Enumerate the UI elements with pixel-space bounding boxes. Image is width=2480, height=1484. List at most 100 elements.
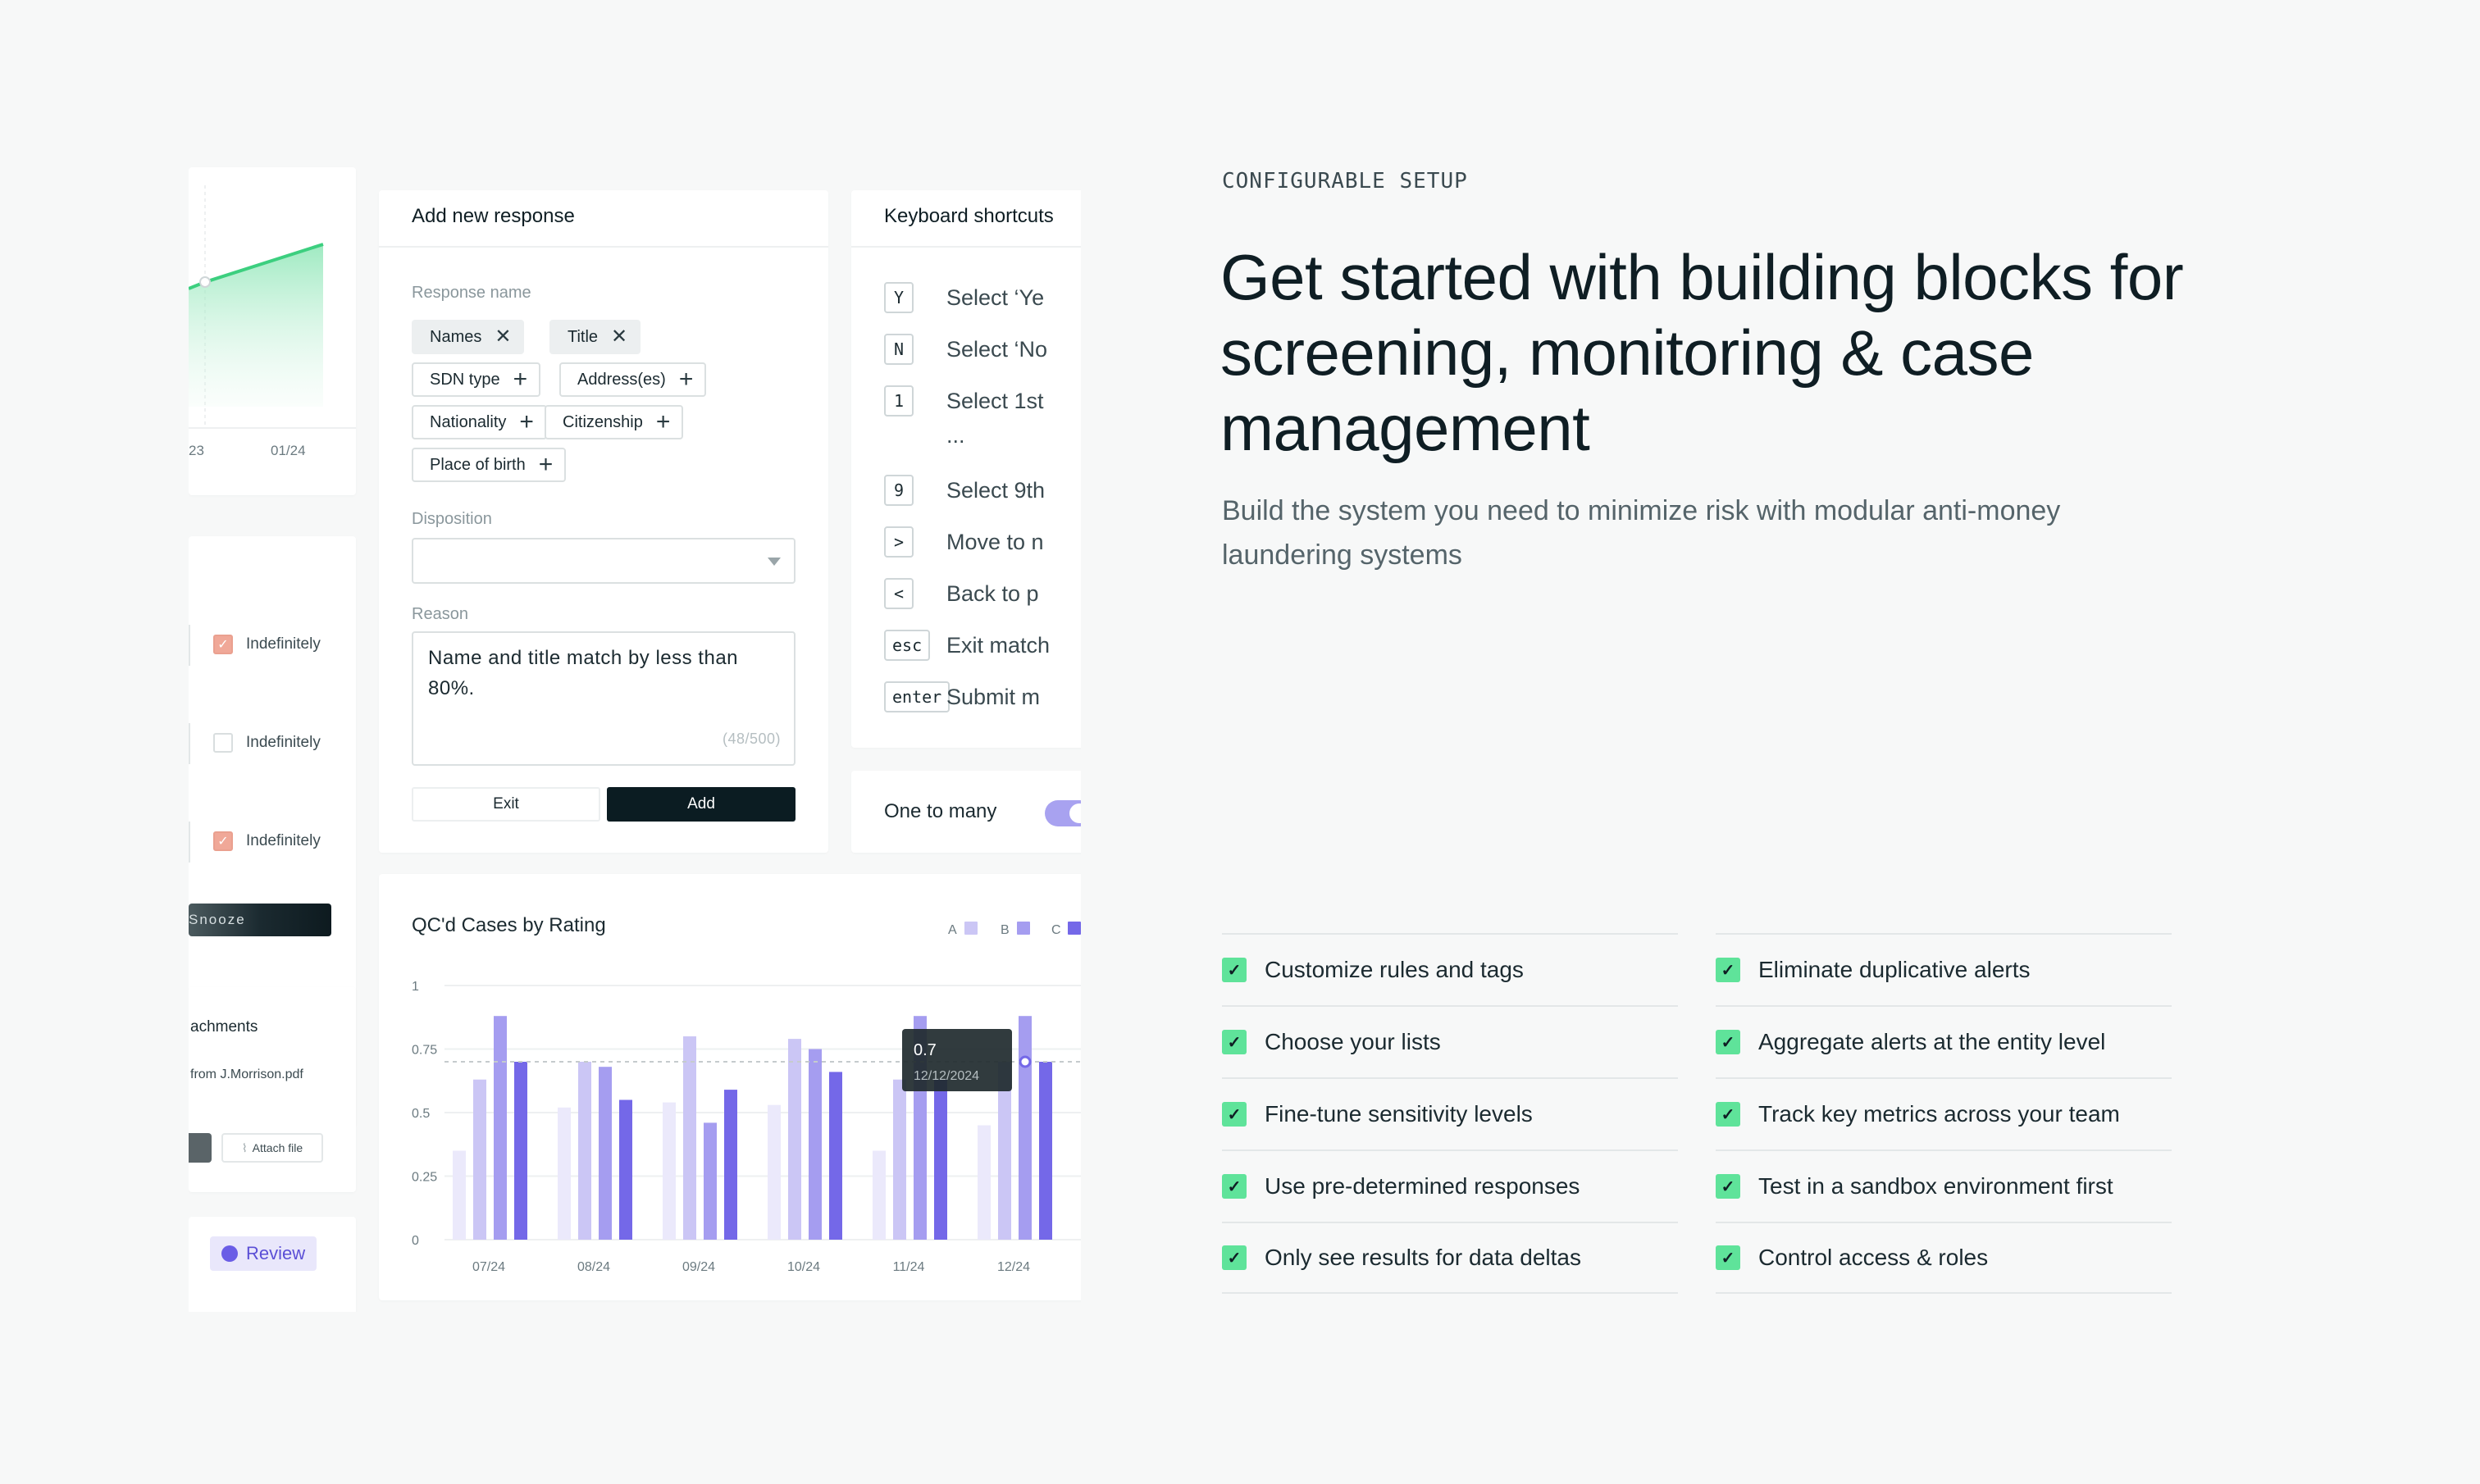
snooze-button[interactable]: Snooze [189,904,331,936]
tag-chip-sdn-type[interactable]: SDN type + [412,362,541,397]
section-eyebrow: CONFIGURABLE SETUP [1222,169,1468,193]
chart-bar [788,1039,801,1240]
feature-item: ✓ Choose your lists [1222,1005,1678,1077]
tag-label: Place of birth [430,455,526,474]
feature-label: Customize rules and tags [1265,957,1524,982]
check-icon: ✓ [1222,1102,1247,1127]
shortcut-ellipsis: ... [946,423,965,448]
attachment-thumb [189,1133,212,1163]
close-icon[interactable]: ✕ [495,325,512,348]
shortcut-desc: Select ‘Ye [946,285,1045,310]
feature-item: ✓ Only see results for data deltas [1222,1222,1678,1294]
tag-chip-nationality[interactable]: Nationality + [412,405,547,439]
card-title: Add new response [412,205,575,227]
chart-bar [453,1150,466,1240]
chart-bar [1039,1062,1052,1240]
check-icon: ✓ [1716,1174,1740,1199]
tag-label: Nationality [430,412,507,431]
feature-label: Only see results for data deltas [1265,1245,1581,1270]
feature-label: Track key metrics across your team [1758,1101,2120,1127]
qc-cases-chart-card: QC'd Cases by Rating A B C 0 0.25 0.5 0.75 1 07/2… [379,874,1081,1300]
shortcut-desc: Move to n [946,530,1044,554]
plus-icon[interactable]: + [538,451,554,478]
tag-label: SDN type [430,370,500,389]
feature-label: Aggregate alerts at the entity level [1758,1029,2106,1054]
legend-label: A [948,923,957,937]
response-name-label: Response name [412,284,531,302]
add-button[interactable]: Add [607,787,796,822]
snooze-option-row[interactable]: Indefinitely [213,733,321,753]
attachment-file[interactable]: from J.Morrison.pdf [190,1067,303,1081]
y-tick-label: 0.25 [412,1171,437,1185]
divider [189,822,195,863]
mini-chart-tick: 23 [189,443,204,458]
x-tick-label: 07/24 [472,1260,505,1274]
tag-chip-addresses[interactable]: Address(es) + [559,362,707,397]
legend-swatch [1017,922,1030,935]
paperclip-icon: ⌇ [241,1140,248,1154]
one-to-many-toggle[interactable] [1045,800,1081,826]
chart-title: QC'd Cases by Rating [412,914,606,936]
mini-area-chart [189,185,356,429]
attach-file-button[interactable]: ⌇ Attach file [221,1133,323,1163]
checkbox-checked-icon[interactable]: ✓ [213,831,233,851]
check-icon: ✓ [1716,1030,1740,1054]
mini-chart-tick: 01/24 [271,443,306,458]
legend-label: C [1051,923,1061,937]
tag-chip-names[interactable]: Names ✕ [412,320,525,354]
disposition-select[interactable] [412,538,796,584]
check-icon: ✓ [1222,1245,1247,1270]
key-cap: esc [884,630,931,661]
chart-bar [1019,1016,1032,1240]
qc-cases-bar-chart: QC'd Cases by Rating A B C 0 0.25 0.5 0.75 1 07/2… [412,914,1081,1274]
reason-textarea[interactable]: Name and title match by less than 80%. (… [412,631,796,766]
review-badge[interactable]: Review [210,1236,317,1271]
plus-icon[interactable]: + [513,366,528,393]
snooze-option-row[interactable]: ✓ Indefinitely [213,635,321,654]
shortcut-desc: Back to p [946,581,1039,606]
chart-bar [494,1016,507,1240]
divider [189,723,195,764]
disposition-label: Disposition [412,510,492,528]
chart-bar [473,1079,486,1240]
shortcut-desc: Select 9th [946,478,1046,503]
tag-chip-title[interactable]: Title ✕ [549,320,641,354]
plus-icon[interactable]: + [655,408,671,435]
chart-bar [809,1049,822,1240]
page-title: Get started with building blocks for scr… [1220,241,2184,464]
check-icon: ✓ [1716,1102,1740,1127]
chart-bar [998,1062,1011,1240]
close-icon[interactable]: ✕ [611,325,628,348]
y-tick-label: 0.5 [412,1107,430,1121]
exit-button[interactable]: Exit [412,787,600,822]
key-cap: N [884,334,914,365]
tag-chip-place-of-birth[interactable]: Place of birth + [412,448,567,482]
y-tick-label: 0 [412,1234,419,1248]
plus-icon[interactable]: + [519,408,534,435]
key-cap: 1 [884,385,914,417]
plus-icon[interactable]: + [678,366,694,393]
checkbox-icon[interactable] [213,733,233,753]
feature-item: ✓ Aggregate alerts at the entity level [1716,1005,2172,1077]
x-tick-label: 08/24 [577,1260,610,1274]
tag-label: Address(es) [577,370,666,389]
y-tick-label: 0.75 [412,1044,437,1058]
tag-label: Title [568,327,599,346]
status-dot-icon [221,1245,238,1262]
toggle-label: One to many [884,800,997,822]
tag-chip-citizenship[interactable]: Citizenship + [545,405,684,439]
reason-text: Name and title match by less than 80%. [428,647,739,699]
product-collage: 23 01/24 ✓ Indefinitely Indefinitely ✓ I… [189,164,1081,1312]
snooze-option-label: Indefinitely [246,635,321,653]
feature-label: Control access & roles [1758,1245,1989,1270]
snooze-option-row[interactable]: ✓ Indefinitely [213,831,321,851]
attach-file-label: Attach file [252,1141,303,1154]
feature-item: ✓ Customize rules and tags [1222,933,1678,1005]
checkbox-checked-icon[interactable]: ✓ [213,635,233,654]
feature-label: Test in a sandbox environment first [1758,1173,2113,1199]
chart-bar [893,1079,906,1240]
reason-label: Reason [412,605,468,623]
review-card: Review [189,1217,356,1312]
chart-bar [704,1122,717,1240]
page-subtitle: Build the system you need to minimize ri… [1222,495,2061,571]
